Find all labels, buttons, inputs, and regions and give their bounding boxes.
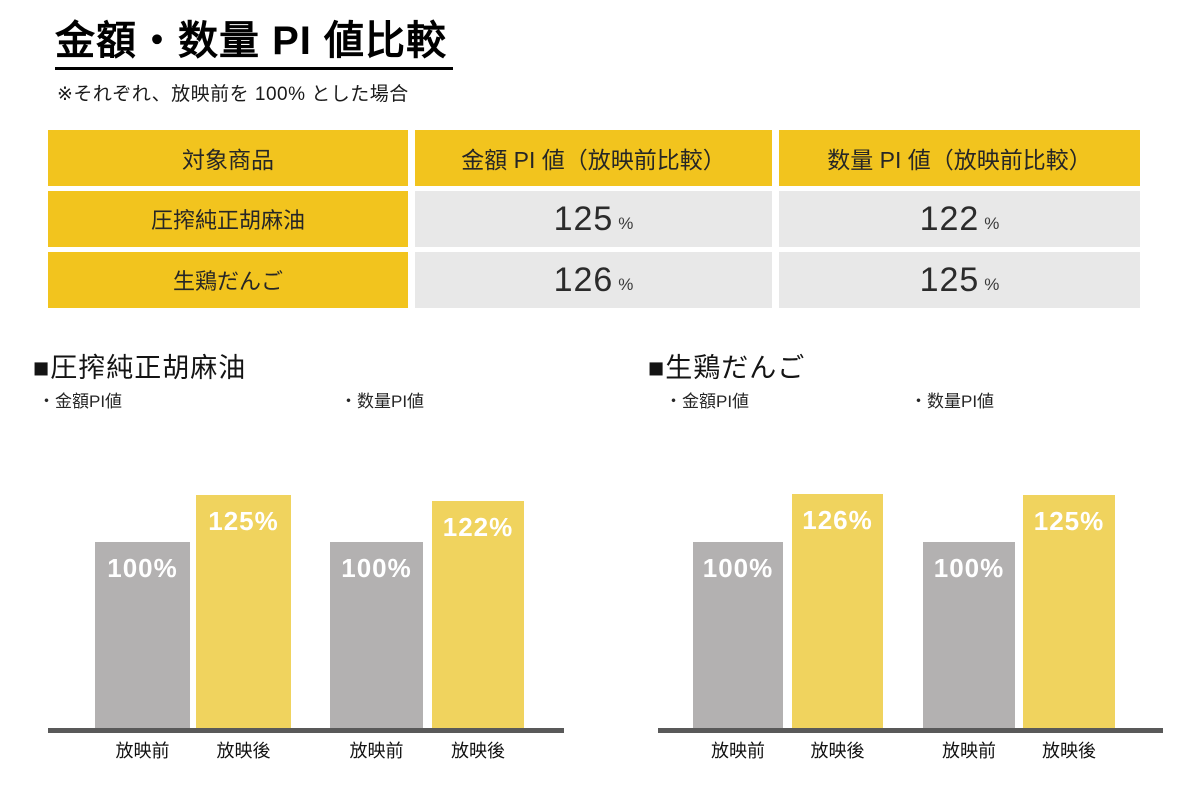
bar-value-label: 100%	[933, 553, 1005, 583]
chart2-cat-label: 放映前	[711, 741, 765, 761]
chart2-cat-label: 放映後	[810, 741, 865, 761]
percent-unit: %	[984, 274, 1000, 294]
table-row2-quantity-pi-cell: 125 %	[779, 252, 1140, 308]
quantity-pi-value: 122	[919, 199, 980, 238]
baseline-note: ※それぞれ、放映前を 100% とした場合	[57, 84, 409, 105]
percent-unit: %	[618, 213, 634, 233]
bar-value-label: 122%	[442, 512, 514, 542]
table-row1-quantity-pi-cell: 122 %	[779, 191, 1140, 247]
table-row1-amount-pi-cell: 125 %	[415, 191, 772, 247]
chart1-bar-quantity-after: 122%	[432, 501, 524, 728]
chart2-bar-amount-after: 126%	[792, 494, 883, 728]
bar-value-label: 100%	[341, 553, 412, 583]
chart1-bar-amount-after: 125%	[196, 495, 291, 728]
table-row2-amount-pi-cell: 126 %	[415, 252, 772, 308]
bar-value-label: 125%	[208, 506, 279, 536]
table-header-amount-pi: 金額 PI 値（放映前比較）	[415, 130, 772, 186]
quantity-pi-value: 125	[919, 260, 980, 299]
chart2-title: ■生鶏だんご	[648, 353, 806, 383]
chart1-legend-amount: ・金額PI値	[38, 392, 123, 411]
chart2-legend-amount: ・金額PI値	[665, 392, 750, 411]
pi-comparison-table: 対象商品 金額 PI 値（放映前比較） 数量 PI 値（放映前比較） 圧搾純正胡…	[48, 130, 1140, 308]
table-header-product: 対象商品	[48, 130, 408, 186]
chart1-title: ■圧搾純正胡麻油	[33, 353, 247, 383]
chart1-cat-label: 放映後	[451, 741, 505, 761]
table-row2-product-cell: 生鶏だんご	[48, 252, 408, 308]
bar-value-label: 100%	[107, 553, 178, 583]
bar-value-label: 126%	[802, 505, 873, 535]
amount-pi-value: 126	[553, 260, 614, 299]
amount-pi-value: 125	[553, 199, 614, 238]
chart1-bar-amount-before: 100%	[95, 542, 190, 728]
bar-value-label: 125%	[1033, 506, 1105, 536]
percent-unit: %	[984, 213, 1000, 233]
chart1-cat-label: 放映後	[216, 741, 271, 761]
chart2-legend-quantity: ・数量PI値	[910, 392, 995, 411]
chart1-x-axis	[48, 728, 564, 733]
chart2-bar-amount-before: 100%	[693, 542, 783, 728]
chart1-bar-quantity-before: 100%	[330, 542, 423, 728]
chart2-bar-quantity-before: 100%	[923, 542, 1015, 728]
chart1-cat-label: 放映前	[349, 741, 404, 761]
chart1-cat-label: 放映前	[115, 741, 170, 761]
chart1-legend-quantity: ・数量PI値	[340, 392, 425, 411]
bar-value-label: 100%	[702, 553, 774, 583]
percent-unit: %	[618, 274, 634, 294]
chart2-cat-label: 放映前	[942, 741, 996, 761]
chart2-x-axis	[658, 728, 1163, 733]
table-header-quantity-pi: 数量 PI 値（放映前比較）	[779, 130, 1140, 186]
chart2-bar-quantity-after: 125%	[1023, 495, 1115, 728]
page-title: 金額・数量 PI 値比較	[55, 16, 454, 70]
table-row1-product-cell: 圧搾純正胡麻油	[48, 191, 408, 247]
chart2-cat-label: 放映後	[1042, 741, 1096, 761]
